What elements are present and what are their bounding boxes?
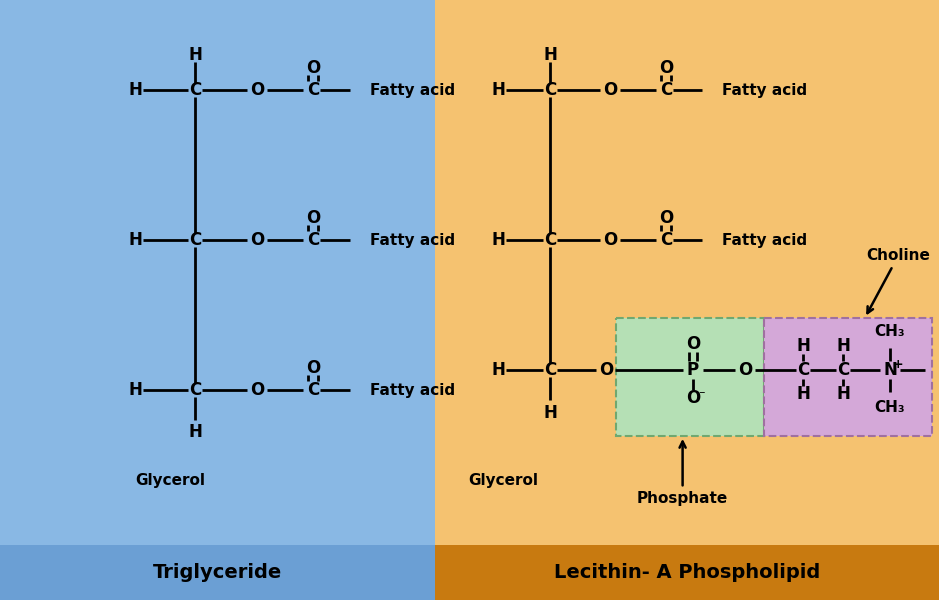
Text: Fatty acid: Fatty acid: [370, 82, 455, 97]
Bar: [435, 545, 939, 600]
Text: H: H: [128, 381, 142, 399]
Text: ⁻: ⁻: [698, 389, 704, 403]
Text: H: H: [796, 385, 810, 403]
Text: N: N: [883, 361, 897, 379]
Text: Triglyceride: Triglyceride: [153, 563, 282, 582]
Text: H: H: [128, 231, 142, 249]
Text: Lecithin- A Phospholipid: Lecithin- A Phospholipid: [554, 563, 820, 582]
Text: C: C: [189, 231, 201, 249]
Text: C: C: [307, 231, 319, 249]
Text: O: O: [250, 81, 264, 99]
Text: C: C: [544, 361, 556, 379]
Text: Phosphate: Phosphate: [637, 442, 729, 506]
Text: H: H: [491, 361, 505, 379]
Text: H: H: [128, 81, 142, 99]
Text: O: O: [306, 359, 320, 377]
Text: O: O: [685, 335, 700, 353]
Text: H: H: [543, 46, 557, 64]
Text: Fatty acid: Fatty acid: [370, 383, 455, 397]
Text: P: P: [687, 361, 699, 379]
Text: O: O: [659, 59, 673, 77]
Text: +: +: [893, 358, 903, 371]
Text: Glycerol: Glycerol: [135, 473, 205, 487]
Text: H: H: [796, 337, 810, 355]
Text: O: O: [659, 209, 673, 227]
Text: CH₃: CH₃: [875, 401, 905, 415]
Text: C: C: [189, 81, 201, 99]
Bar: [0, 0, 435, 545]
Text: O: O: [250, 231, 264, 249]
Text: C: C: [660, 231, 672, 249]
Text: Fatty acid: Fatty acid: [722, 82, 808, 97]
Text: Choline: Choline: [867, 248, 931, 313]
Text: C: C: [307, 381, 319, 399]
Text: CH₃: CH₃: [875, 325, 905, 340]
Text: H: H: [491, 81, 505, 99]
Bar: [764, 318, 932, 436]
Text: Fatty acid: Fatty acid: [722, 232, 808, 247]
Text: O: O: [306, 209, 320, 227]
Text: O: O: [250, 381, 264, 399]
Text: C: C: [660, 81, 672, 99]
Text: O: O: [685, 389, 700, 407]
Text: Glycerol: Glycerol: [468, 473, 538, 487]
Text: C: C: [544, 81, 556, 99]
Text: C: C: [307, 81, 319, 99]
Text: C: C: [189, 381, 201, 399]
Bar: [0, 545, 435, 600]
Text: O: O: [603, 231, 617, 249]
Text: H: H: [188, 423, 202, 441]
Text: C: C: [544, 231, 556, 249]
Text: O: O: [603, 81, 617, 99]
Text: H: H: [836, 385, 850, 403]
Text: H: H: [836, 337, 850, 355]
Bar: [616, 318, 764, 436]
Text: O: O: [306, 59, 320, 77]
Text: C: C: [797, 361, 809, 379]
Text: O: O: [738, 361, 752, 379]
Text: H: H: [188, 46, 202, 64]
Text: C: C: [837, 361, 849, 379]
Text: H: H: [543, 404, 557, 422]
Text: H: H: [491, 231, 505, 249]
Text: Fatty acid: Fatty acid: [370, 232, 455, 247]
Text: O: O: [599, 361, 613, 379]
